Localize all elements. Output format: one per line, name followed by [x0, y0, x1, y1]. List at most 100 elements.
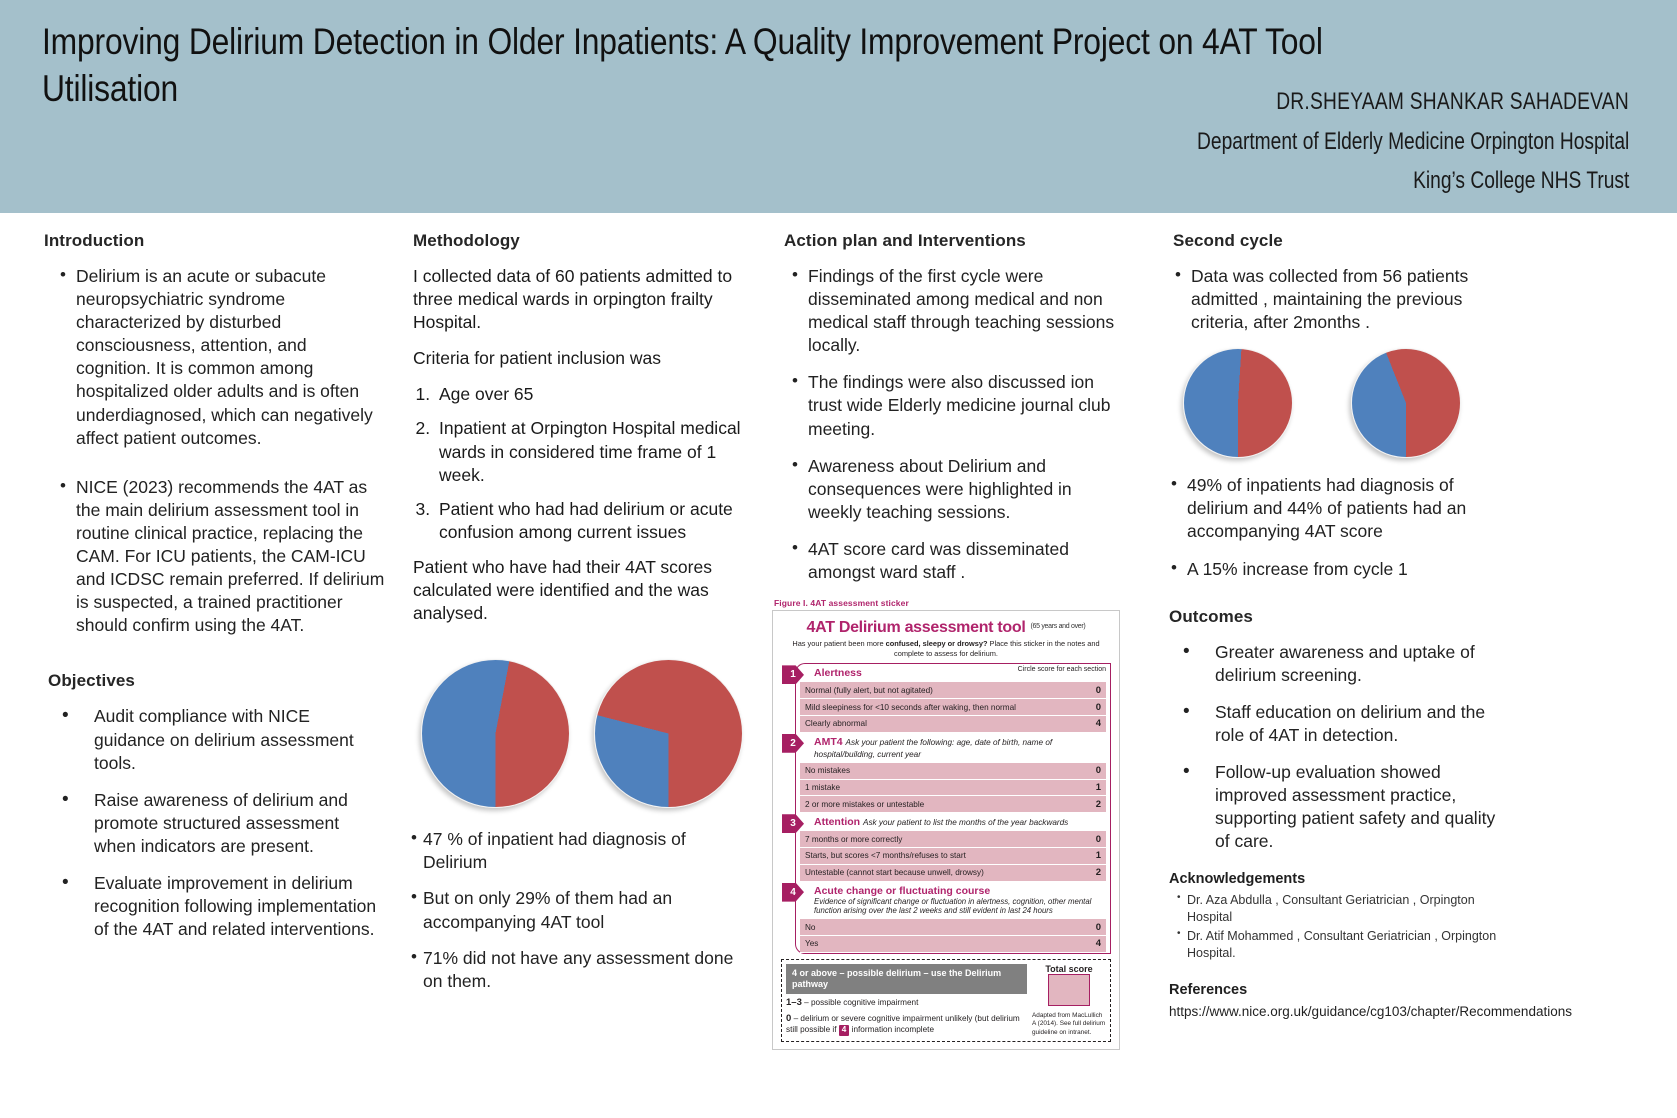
- section-heading-acknowledgements: Acknowledgements: [1169, 871, 1306, 888]
- section-heading-objectives: Objectives: [48, 671, 135, 691]
- list-item: Follow-up evaluation showed improved ass…: [1181, 759, 1510, 853]
- option-label: Untestable (cannot start because unwell,…: [800, 864, 1070, 882]
- pie-chart-cycle2-4at: [1351, 348, 1461, 459]
- fourat-footer-right: Total score Adapted from MacLullich A (2…: [1032, 964, 1106, 1037]
- table-row: Untestable (cannot start because unwell,…: [800, 864, 1106, 882]
- fourat-subtitle-post: Place this sticker in the notes and comp…: [894, 639, 1100, 658]
- list-item: Dr. Atif Mohammed , Consultant Geriatric…: [1177, 927, 1510, 962]
- table-row: Normal (fully alert, but not agitated) 0: [800, 682, 1106, 700]
- option-score: 0: [1070, 762, 1106, 780]
- fourat-section-number-icon: 3: [782, 814, 804, 834]
- fourat-section-3-head: 3 Attention Ask your patient to list the…: [782, 813, 1110, 834]
- fourat-section-2-head: 2 AMT4 Ask your patient the following: a…: [782, 733, 1110, 762]
- page-title: Improving Delirium Detection in Older In…: [42, 21, 1323, 110]
- fourat-section-1: 1 Alertness Circle score for each sectio…: [782, 663, 1111, 733]
- fourat-section-2-question: Ask your patient the following: age, dat…: [814, 737, 1053, 759]
- table-row: No mistakes 0: [800, 762, 1106, 780]
- pie-chart-cycle2-diagnosis: [1183, 348, 1293, 459]
- list-item: Dr. Aza Abdulla , Consultant Geriatricia…: [1177, 891, 1510, 926]
- column-methodology: Methodology I collected data of 60 patie…: [405, 213, 750, 1006]
- methodology-closing: Patient who have had their 4AT scores ca…: [413, 556, 712, 624]
- section-heading-second-cycle: Second cycle: [1173, 231, 1283, 250]
- list-item: Data was collected from 56 patients admi…: [1175, 264, 1510, 334]
- fourat-title-text: 4AT Delirium assessment tool: [806, 619, 1026, 637]
- fourat-footer-left: 4 or above – possible delirium – use the…: [786, 963, 1027, 1037]
- fourat-section-2-options: No mistakes 0 1 mistake 1 2 or more mist…: [800, 762, 1106, 814]
- section-heading-action-plan: Action plan and Interventions: [784, 231, 1026, 250]
- reference-link[interactable]: https://www.nice.org.uk/guidance/cg103/c…: [1169, 1003, 1572, 1019]
- list-item: Awareness about Delirium and consequence…: [792, 454, 1117, 524]
- table-row: 2 or more mistakes or untestable 2: [800, 795, 1106, 814]
- fourat-total-score-label: Total score: [1045, 963, 1093, 974]
- methodology-criteria-label: Criteria for patient inclusion was: [413, 348, 662, 369]
- list-item: Patient who had had delirium or acute co…: [435, 498, 750, 544]
- action-plan-bullet-list: Findings of the first cycle were dissemi…: [772, 264, 1117, 584]
- column-action-plan: Action plan and Interventions Findings o…: [772, 213, 1120, 1051]
- table-row: Clearly abnormal 4: [800, 715, 1106, 733]
- fourat-threshold-0: 0 – delirium or severe cognitive impairm…: [786, 1013, 1027, 1036]
- list-item: The findings were also discussed ion tru…: [792, 370, 1117, 440]
- cycle1-pie-chart-group: [421, 659, 750, 809]
- option-label: Starts, but scores <7 months/refuses to …: [800, 847, 1070, 865]
- section-heading-outcomes: Outcomes: [1169, 606, 1253, 626]
- fourat-title-row: 4AT Delirium assessment tool (65 years an…: [781, 619, 1111, 637]
- fourat-footer: 4 or above – possible delirium – use the…: [781, 958, 1111, 1043]
- list-item: 47 % of inpatient had diagnosis of Delir…: [411, 827, 750, 874]
- list-item: Age over 65: [435, 383, 750, 406]
- option-score: 1: [1070, 847, 1106, 865]
- option-score: 0: [1070, 919, 1106, 936]
- fourat-subtitle-pre: Has your patient been more: [792, 639, 886, 649]
- fourat-section-3-title-text: Attention: [814, 816, 861, 829]
- pie-chart-cycle1-4at: [594, 659, 743, 809]
- objectives-bullet-list: Audit compliance with NICE guidance on d…: [40, 703, 385, 941]
- author-name: DR.SHEYAAM SHANKAR SAHADEVAN: [1276, 88, 1629, 115]
- fourat-section-number-icon: 2: [782, 733, 804, 753]
- fourat-adapted-note: Adapted from MacLullich A (2014). See fu…: [1032, 1012, 1106, 1036]
- fourat-section-4: 4 Acute change or fluctuating course Evi…: [782, 881, 1111, 954]
- table-row: 1 mistake 1: [800, 779, 1106, 797]
- list-item: Raise awareness of delirium and promote …: [60, 787, 385, 858]
- fourat-delirium-band: 4 or above – possible delirium – use the…: [786, 963, 1027, 995]
- poster-header: Improving Delirium Detection in Older In…: [0, 0, 1677, 213]
- list-item: A 15% increase from cycle 1: [1171, 557, 1510, 581]
- fourat-total-score-box[interactable]: [1048, 974, 1090, 1007]
- fourat-section-3-question: Ask your patient to list the months of t…: [863, 818, 1069, 828]
- methodology-intro: I collected data of 60 patients admitted…: [413, 266, 733, 333]
- list-item: Evaluate improvement in delirium recogni…: [60, 870, 385, 941]
- option-label: Clearly abnormal: [800, 715, 1070, 733]
- option-score: 2: [1070, 795, 1106, 814]
- list-item: 49% of inpatients had diagnosis of delir…: [1171, 473, 1510, 543]
- fourat-section-number-icon: 4: [782, 882, 804, 902]
- list-item: NICE (2023) recommends the 4AT as the ma…: [60, 475, 385, 638]
- fourat-threshold-1-3: 1–3 – possible cognitive impairment: [786, 997, 1027, 1009]
- table-row: Starts, but scores <7 months/refuses to …: [800, 847, 1106, 865]
- threshold-0-text: – delirium or severe cognitive impairmen…: [786, 1013, 1020, 1034]
- list-item: But on only 29% of them had an accompany…: [411, 886, 750, 933]
- option-score: 1: [1070, 779, 1106, 797]
- threshold-1-3-text: – possible cognitive impairment: [801, 998, 919, 1008]
- fourat-age-range: (65 years and over): [1030, 623, 1086, 631]
- fourat-assessment-sticker: 4AT Delirium assessment tool (65 years an…: [772, 610, 1120, 1051]
- outcomes-bullet-list: Greater awareness and uptake of delirium…: [1155, 639, 1510, 854]
- section-heading-references: References: [1169, 981, 1248, 998]
- option-label: 1 mistake: [800, 779, 1070, 797]
- option-score: 4: [1070, 935, 1106, 953]
- table-row: No 0: [800, 919, 1106, 936]
- second-cycle-results-list: 49% of inpatients had diagnosis of delir…: [1155, 473, 1510, 581]
- methodology-criteria-list: Age over 65 Inpatient at Orpington Hospi…: [405, 383, 750, 544]
- fourat-section-4-head: 4 Acute change or fluctuating course Evi…: [782, 882, 1110, 919]
- list-item: 71% did not have any assessment done on …: [411, 946, 750, 993]
- list-item: 4AT score card was disseminated amongst …: [792, 537, 1117, 584]
- fourat-section-3-title: Attention Ask your patient to list the m…: [814, 816, 1068, 828]
- poster-body: Introduction Delirium is an acute or sub…: [0, 213, 1677, 1118]
- section-heading-methodology: Methodology: [413, 231, 520, 250]
- fourat-section-2: 2 AMT4 Ask your patient the following: a…: [782, 732, 1111, 814]
- column-introduction: Introduction Delirium is an acute or sub…: [40, 213, 385, 955]
- fourat-section-1-head: 1 Alertness Circle score for each sectio…: [782, 664, 1110, 685]
- fourat-section-1-options: Normal (fully alert, but not agitated) 0…: [800, 682, 1106, 733]
- option-label: 2 or more mistakes or untestable: [800, 795, 1070, 814]
- option-label: No mistakes: [800, 762, 1070, 780]
- list-item: Findings of the first cycle were dissemi…: [792, 264, 1117, 357]
- second-cycle-intro-list: Data was collected from 56 patients admi…: [1155, 264, 1510, 334]
- author-department: Department of Elderly Medicine Orpington…: [1196, 128, 1629, 155]
